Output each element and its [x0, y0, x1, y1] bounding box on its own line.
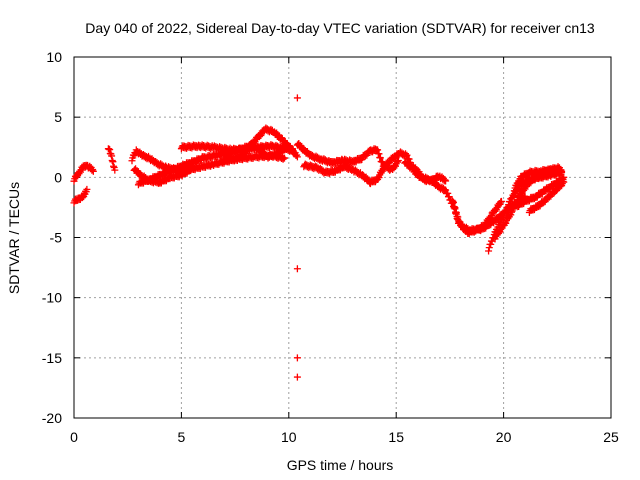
data-point	[486, 213, 494, 221]
data-point	[445, 193, 453, 201]
data-point	[441, 176, 449, 184]
x-axis-label: GPS time / hours	[287, 457, 394, 473]
y-axis-label: SDTVAR / TECUs	[6, 182, 22, 294]
y-tick-label: -15	[42, 350, 62, 366]
data-point	[376, 154, 384, 162]
grid-lines	[74, 57, 611, 418]
data-point	[487, 240, 495, 248]
data-point	[499, 213, 507, 221]
data-point	[497, 197, 505, 205]
data-point	[451, 204, 459, 212]
data-point	[454, 213, 462, 221]
y-tick-label: -10	[42, 290, 62, 306]
data-point	[279, 155, 287, 163]
data-point	[375, 150, 383, 158]
x-tick-label: 25	[603, 429, 619, 445]
y-tick-label: 0	[54, 169, 62, 185]
data-point	[560, 178, 568, 186]
data-point	[520, 184, 528, 192]
data-point	[374, 146, 382, 154]
x-tick-label: 20	[496, 429, 512, 445]
data-point	[403, 151, 411, 159]
data-point	[444, 189, 452, 197]
y-tick-label: -20	[42, 410, 62, 426]
data-point	[83, 185, 91, 193]
data-point	[76, 167, 84, 175]
data-point	[89, 167, 97, 175]
data-point	[485, 247, 493, 255]
x-tick-label: 0	[70, 429, 78, 445]
data-point	[281, 154, 289, 162]
x-tick-label: 5	[178, 429, 186, 445]
data-point	[557, 166, 565, 174]
chart-title: Day 040 of 2022, Sidereal Day-to-day VTE…	[85, 20, 595, 36]
data-point	[485, 244, 493, 252]
y-tick-label: 5	[54, 109, 62, 125]
outlier-point	[293, 265, 301, 273]
data-point	[452, 208, 460, 216]
data-point	[442, 177, 450, 185]
y-tick-label: -5	[50, 230, 63, 246]
data-point	[449, 197, 457, 205]
outlier-point	[293, 354, 301, 362]
axis-ticks: 0 5 10 15 20 25 -20 -15 -10 -5 0 5 10	[42, 49, 619, 445]
data-point	[293, 153, 301, 161]
outlier-point	[293, 94, 301, 102]
x-tick-label: 15	[388, 429, 404, 445]
data-point	[111, 166, 119, 174]
y-tick-label: 10	[46, 49, 62, 65]
data-point	[450, 203, 458, 211]
data-point	[558, 167, 566, 175]
data-point	[559, 177, 567, 185]
x-tick-label: 10	[281, 429, 297, 445]
outlier-point	[293, 373, 301, 381]
data-points	[70, 94, 568, 381]
data-point	[394, 158, 402, 166]
data-point	[449, 198, 457, 206]
